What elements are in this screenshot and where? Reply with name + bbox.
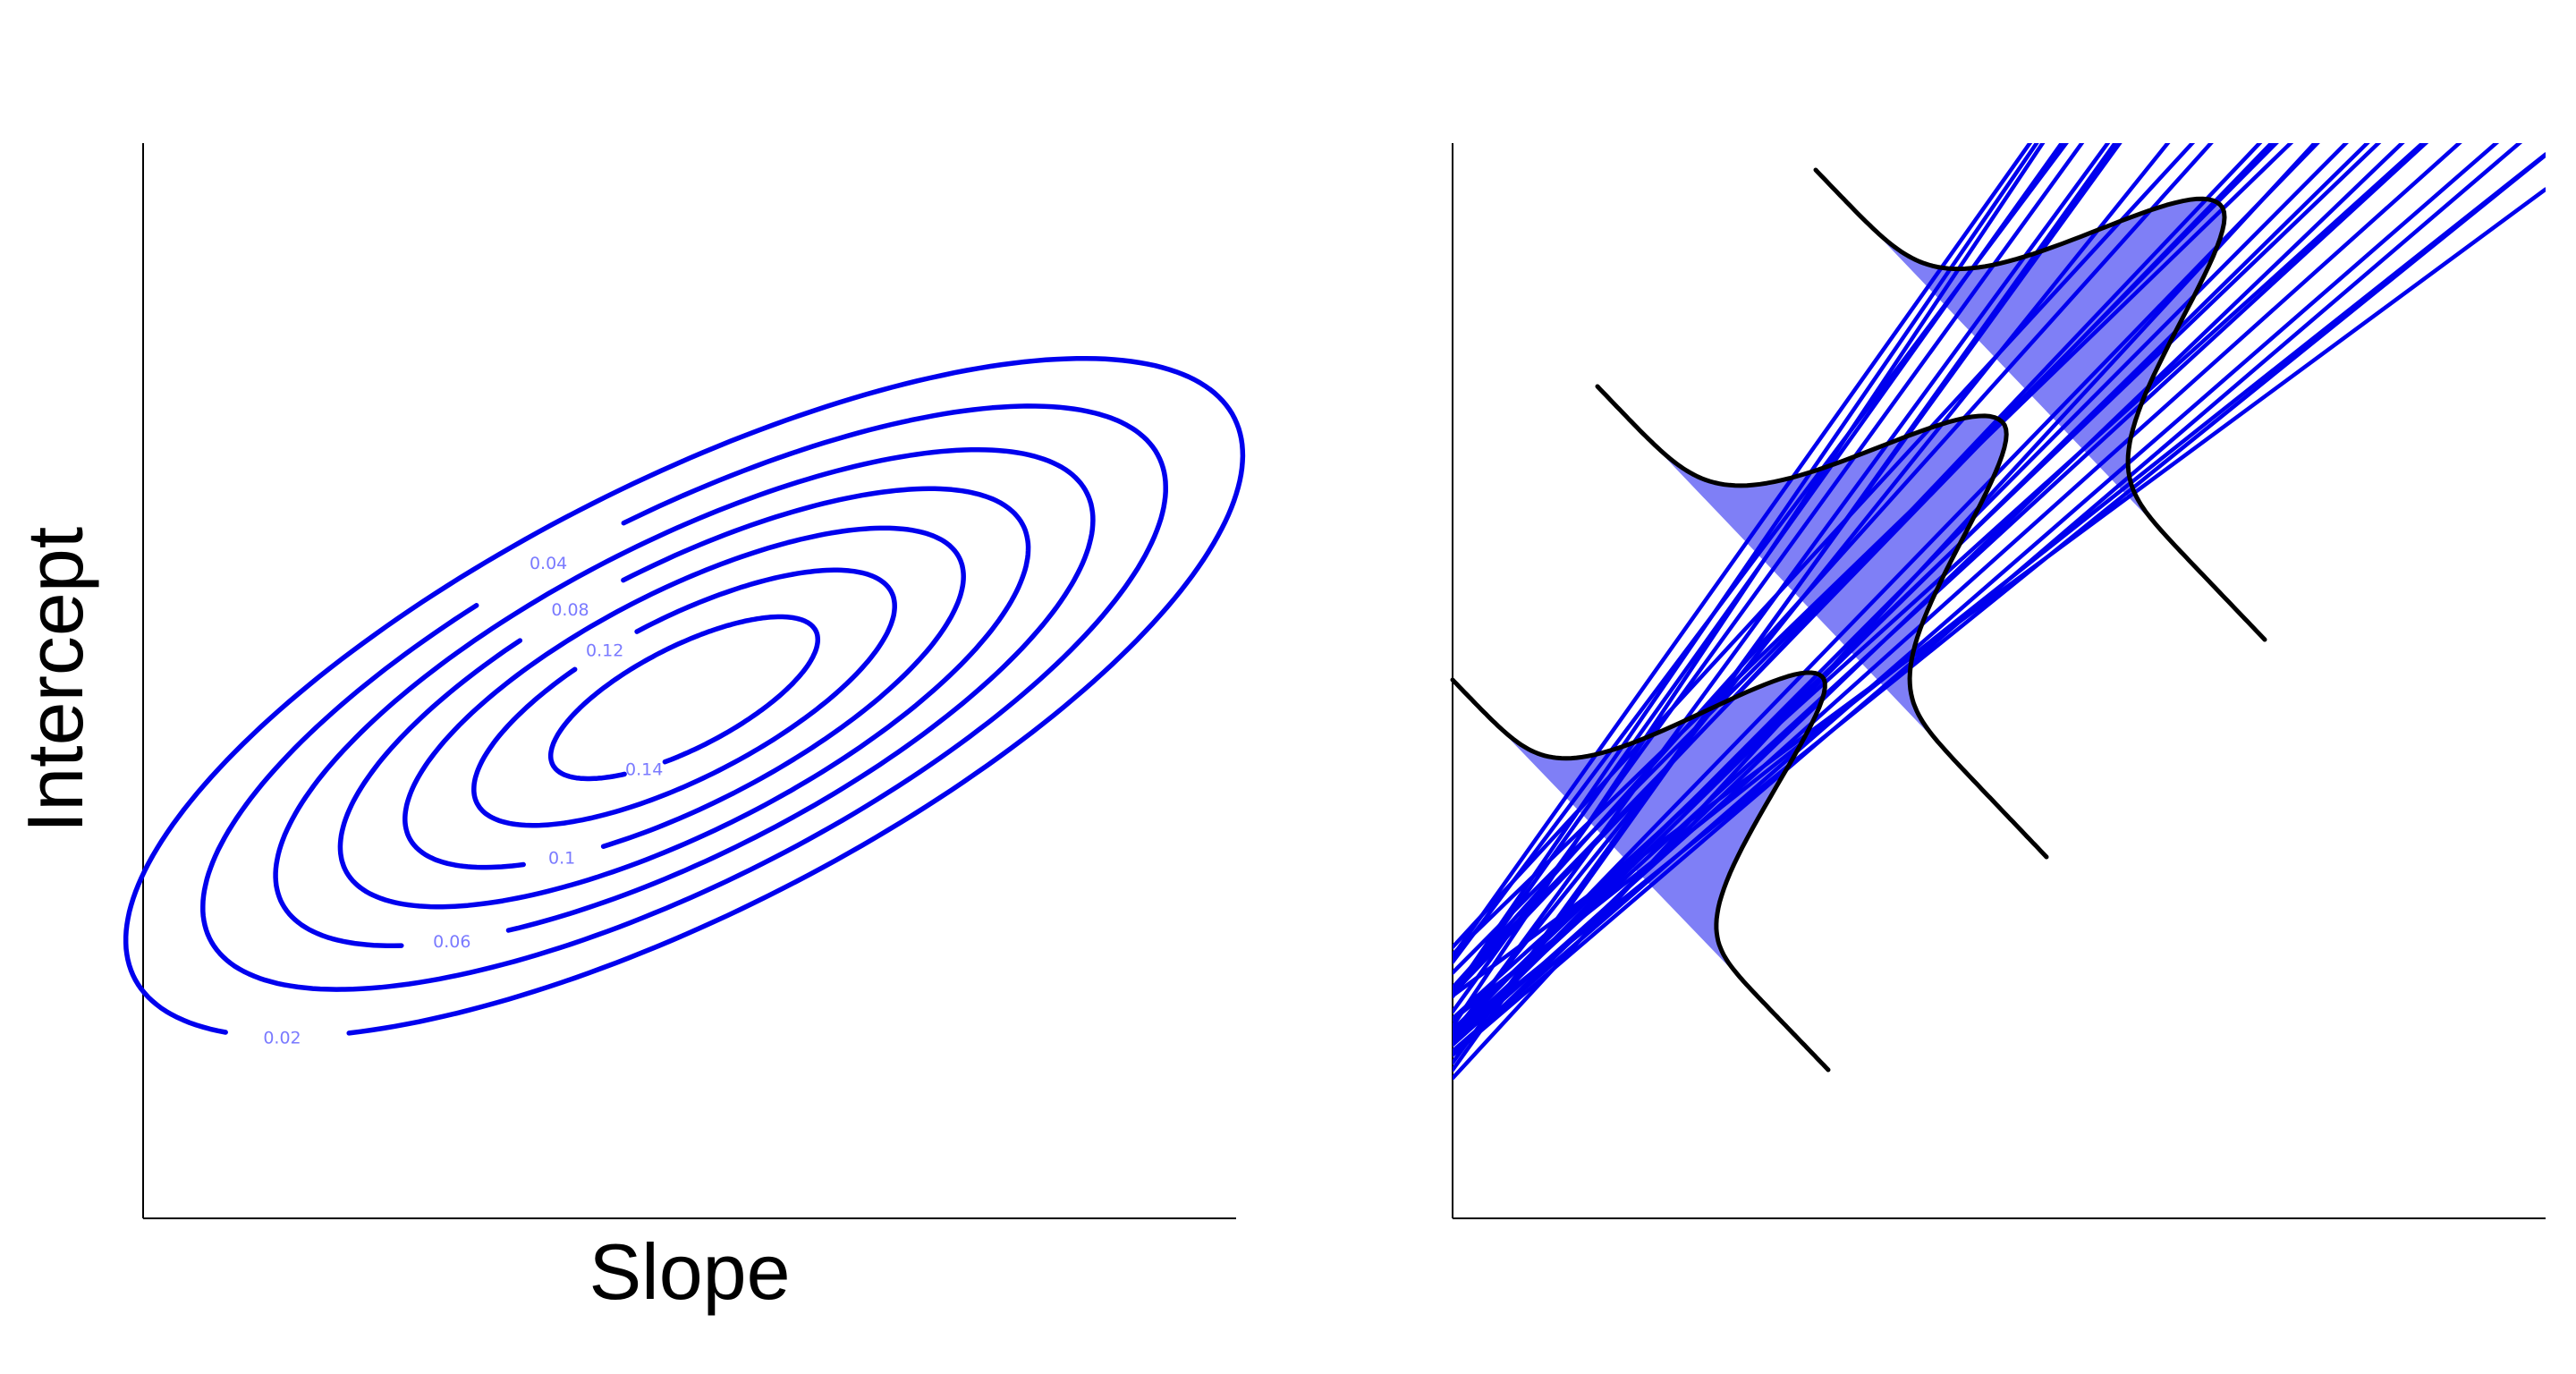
- contour-level-0.14: [547, 614, 821, 782]
- regression-panel: [1450, 143, 2546, 1219]
- density-fill: [1483, 673, 1826, 1041]
- contour-level-0.06: [273, 446, 1096, 949]
- density-fill: [1852, 199, 2232, 605]
- regression-line: [1453, 143, 2426, 1021]
- regression-lines: [1453, 143, 2546, 1081]
- density-curves: [1450, 167, 2267, 1073]
- contour-lines: [123, 355, 1246, 1036]
- density-curve: [1595, 384, 2049, 860]
- contour-level-0.04: [200, 403, 1168, 992]
- contour-label: 0.12: [586, 641, 623, 661]
- density-fill: [1633, 415, 2013, 822]
- density-curve: [1450, 670, 1831, 1073]
- density-curve: [1813, 167, 2267, 642]
- contour-label: 0.04: [530, 554, 567, 573]
- contour-panel: 0.02 0.04 0.06 0.08 0.1 0.12 0.14 Slope Interc…: [11, 143, 1246, 1316]
- regression-line: [1453, 143, 2405, 1057]
- contour-level-0.12: [471, 567, 897, 828]
- x-axis-title: Slope: [589, 1227, 790, 1316]
- contour-level-0.1: [402, 525, 966, 870]
- contour-level-0.02: [123, 355, 1246, 1036]
- regression-line: [1453, 143, 2033, 959]
- regression-line: [1453, 143, 2039, 997]
- contour-label: 0.02: [263, 1028, 301, 1047]
- contour-label: 0.1: [548, 849, 575, 869]
- contour-level-0.08: [337, 486, 1031, 910]
- contour-label: 0.14: [625, 760, 663, 780]
- y-axis-title: Intercept: [11, 527, 99, 833]
- regression-line: [1453, 143, 2429, 1039]
- regression-line: [1453, 153, 2546, 1039]
- contour-label: 0.08: [551, 600, 589, 620]
- contour-labels: 0.02 0.04 0.06 0.08 0.1 0.12 0.14: [263, 554, 663, 1048]
- regression-line: [1453, 143, 2500, 1054]
- contour-label: 0.06: [433, 932, 470, 952]
- regression-line: [1453, 152, 2546, 1022]
